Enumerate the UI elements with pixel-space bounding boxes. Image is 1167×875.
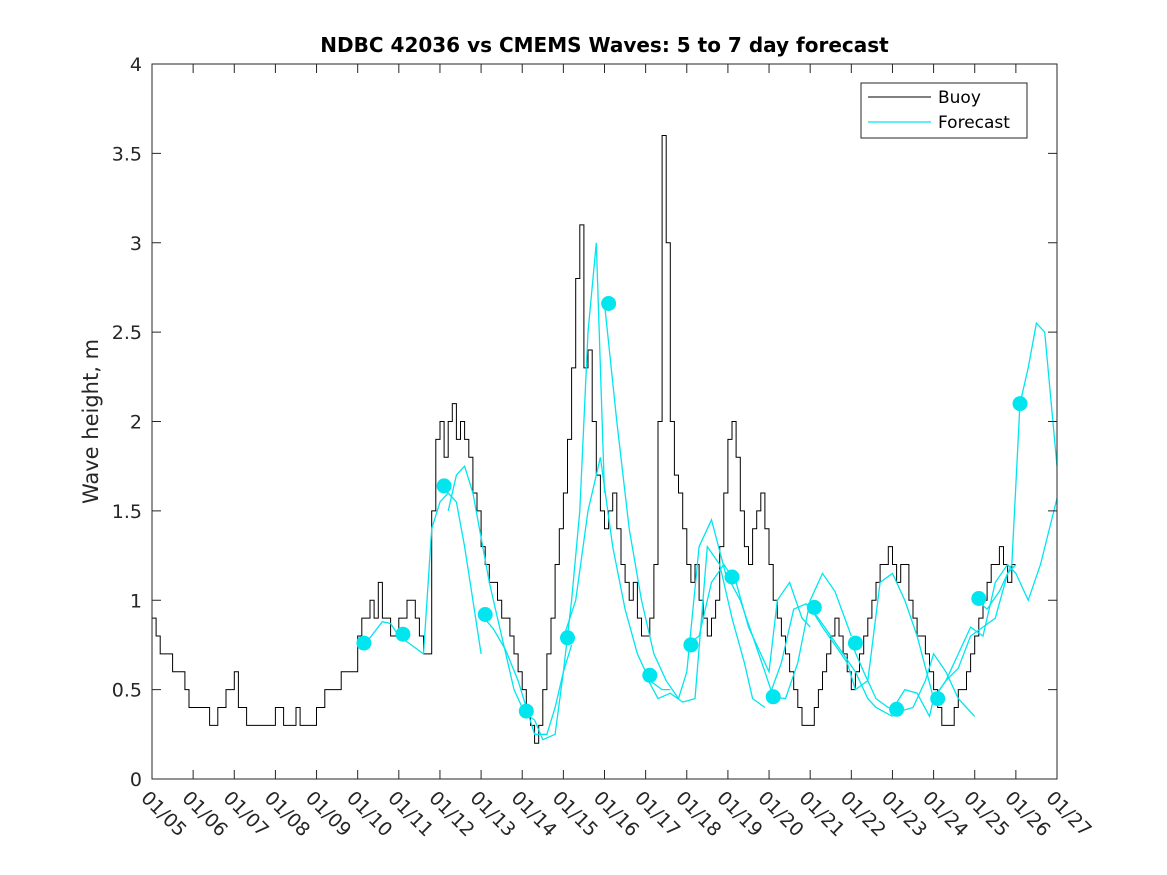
forecast-point-6 [560,630,575,646]
forecast-point-10 [724,569,740,585]
y-axis-label: Wave height, m [79,339,103,504]
forecast-segment-2 [398,492,482,656]
forecast-point-11 [765,689,781,705]
forecast-segment-7 [603,303,729,701]
forecast-point-7 [601,296,617,311]
forecast-segment-8 [645,544,766,709]
forecast-point-4 [477,607,493,622]
forecast-point-12 [806,599,822,615]
y-tick-label: 0.5 [112,680,142,702]
forecast-point-15 [930,691,946,707]
forecast-point-9 [683,637,699,653]
legend-buoy-label: Buoy [938,88,981,108]
forecast-point-3 [436,478,452,494]
forecast-segment-3 [447,464,531,709]
forecast-segment-16 [974,321,1058,611]
forecast-segment-15 [933,498,1058,699]
legend-forecast-label: Forecast [938,113,1010,133]
y-tick-label: 3 [130,233,142,255]
forecast-segment-6 [562,457,671,691]
y-tick-label: 2.5 [112,322,142,344]
forecast-point-2 [395,626,411,642]
forecast-point-1 [356,635,372,651]
forecast-point-5 [518,703,534,719]
y-tick-label: 2 [130,412,142,434]
buoy-series-line [152,135,1016,744]
forecast-point-16 [971,591,987,606]
plot-area [152,64,1057,779]
series-layer [152,135,1058,744]
forecast-point-14 [889,701,905,717]
forecast-point-8 [642,667,658,683]
y-tick-label: 1 [130,590,142,612]
y-tick-label: 4 [130,54,142,76]
y-tick-label: 1.5 [112,501,142,523]
forecast-segment-10 [727,572,852,700]
chart-title: NDBC 42036 vs CMEMS Waves: 5 to 7 day fo… [320,33,889,57]
forecast-segment-13 [850,642,976,717]
legend: Buoy Forecast [860,82,1028,139]
forecast-segment-11 [768,603,893,717]
y-tick-label: 3.5 [112,143,142,165]
forecast-point-17 [1012,396,1028,412]
forecast-point-13 [847,635,863,651]
y-tick-label: 0 [130,769,142,791]
legend-box [860,82,1028,139]
forecast-segment-14 [891,564,1017,719]
forecast-segment-4 [480,614,573,735]
